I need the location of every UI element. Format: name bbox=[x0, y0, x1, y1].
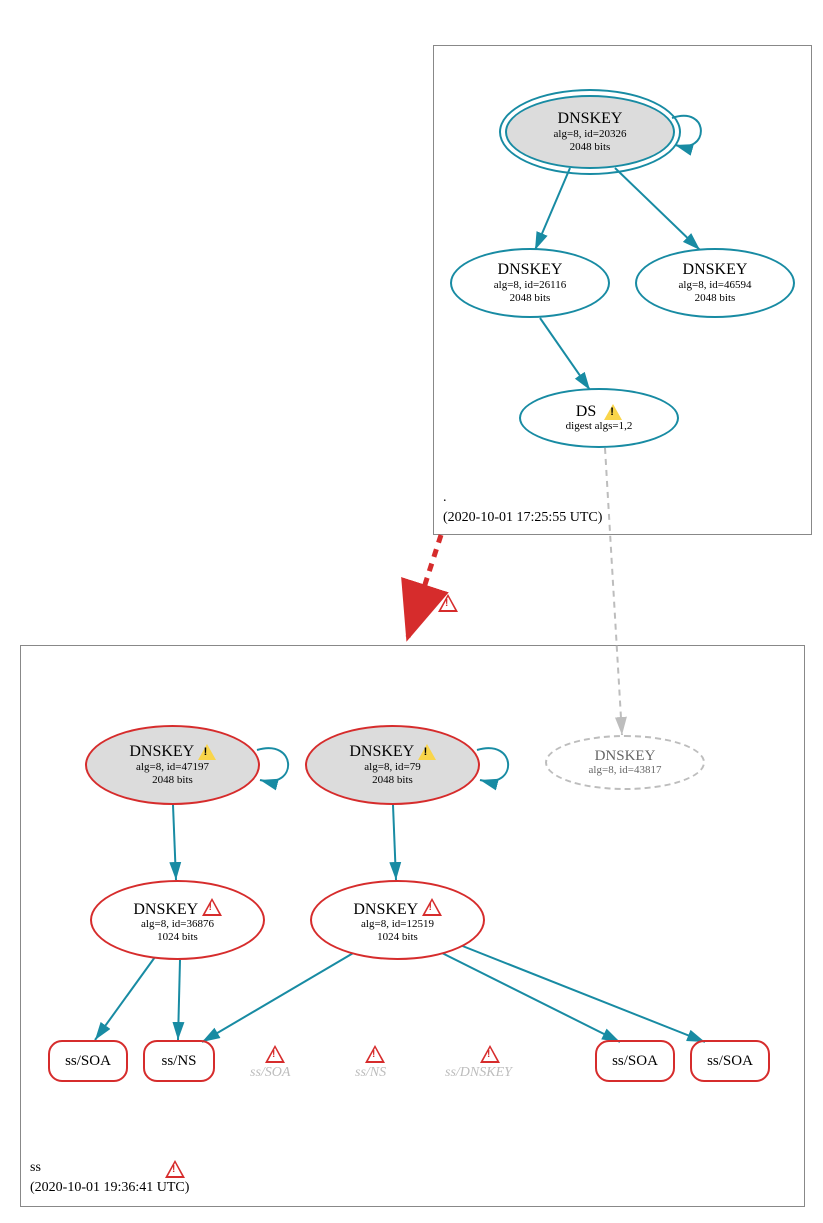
node-dnskey-46594: DNSKEY alg=8, id=46594 2048 bits bbox=[635, 248, 795, 318]
node-dnskey-43817-sub1: alg=8, id=43817 bbox=[589, 764, 662, 777]
node-ss-ns: ss/NS bbox=[143, 1040, 215, 1082]
node-ds: DS digest algs=1,2 bbox=[519, 388, 679, 448]
zone-ss-label: ss bbox=[30, 1160, 41, 1176]
node-dnskey-79-title: DNSKEY bbox=[349, 743, 435, 761]
ghost-ss-dnskey: ss/DNSKEY bbox=[445, 1065, 512, 1081]
warn-icon-red bbox=[265, 1045, 285, 1063]
node-dnskey-43817-title: DNSKEY bbox=[595, 748, 656, 765]
node-dnskey-47197-sub2: 2048 bits bbox=[152, 774, 193, 787]
node-ds-title-text: DS bbox=[576, 403, 596, 420]
node-dnskey-79-sub2: 2048 bits bbox=[372, 774, 413, 787]
node-dnskey-79-title-text: DNSKEY bbox=[349, 743, 413, 760]
node-dnskey-36876-sub1: alg=8, id=36876 bbox=[141, 918, 214, 931]
node-dnskey-46594-sub2: 2048 bits bbox=[695, 292, 736, 305]
node-dnskey-20326-title: DNSKEY bbox=[558, 110, 623, 128]
node-dnskey-26116-sub2: 2048 bits bbox=[510, 292, 551, 305]
node-dnskey-36876: DNSKEY alg=8, id=36876 1024 bits bbox=[90, 880, 265, 960]
warn-icon-red bbox=[202, 898, 222, 916]
zone-ss-timestamp: (2020-10-01 19:36:41 UTC) bbox=[30, 1180, 189, 1196]
node-ds-sub1: digest algs=1,2 bbox=[566, 420, 633, 433]
node-dnskey-20326-sub2: 2048 bits bbox=[570, 141, 611, 154]
ghost-ss-ns: ss/NS bbox=[355, 1065, 386, 1081]
warn-icon-yellow bbox=[198, 744, 216, 760]
warn-icon-red bbox=[422, 898, 442, 916]
ghost-ss-soa: ss/SOA bbox=[250, 1065, 290, 1081]
warn-icon-yellow bbox=[604, 404, 622, 420]
node-dnskey-36876-sub2: 1024 bits bbox=[157, 931, 198, 944]
warn-icon-red bbox=[165, 1160, 185, 1178]
zone-root-timestamp: (2020-10-01 17:25:55 UTC) bbox=[443, 510, 602, 526]
warn-icon-yellow bbox=[418, 744, 436, 760]
node-dnskey-12519-sub1: alg=8, id=12519 bbox=[361, 918, 434, 931]
node-dnskey-20326-sub1: alg=8, id=20326 bbox=[554, 128, 627, 141]
node-dnskey-12519-title-text: DNSKEY bbox=[353, 901, 417, 918]
node-dnskey-26116-sub1: alg=8, id=26116 bbox=[494, 279, 567, 292]
node-dnskey-12519-title: DNSKEY bbox=[353, 896, 441, 919]
node-dnskey-20326-inner: DNSKEY alg=8, id=20326 2048 bits bbox=[505, 95, 675, 169]
node-ds-title: DS bbox=[576, 403, 622, 421]
node-dnskey-26116: DNSKEY alg=8, id=26116 2048 bits bbox=[450, 248, 610, 318]
node-dnskey-46594-sub1: alg=8, id=46594 bbox=[679, 279, 752, 292]
node-dnskey-47197: DNSKEY alg=8, id=47197 2048 bits bbox=[85, 725, 260, 805]
node-dnskey-79: DNSKEY alg=8, id=79 2048 bits bbox=[305, 725, 480, 805]
node-ss-soa-1: ss/SOA bbox=[48, 1040, 128, 1082]
node-ss-soa-3: ss/SOA bbox=[690, 1040, 770, 1082]
node-dnskey-79-sub1: alg=8, id=79 bbox=[364, 761, 420, 774]
zone-root-dot: . bbox=[443, 490, 447, 506]
node-dnskey-43817: DNSKEY alg=8, id=43817 bbox=[545, 735, 705, 790]
node-ss-soa-2: ss/SOA bbox=[595, 1040, 675, 1082]
node-ss-soa-2-label: ss/SOA bbox=[612, 1053, 658, 1070]
node-ss-soa-3-label: ss/SOA bbox=[707, 1053, 753, 1070]
warn-icon-red bbox=[480, 1045, 500, 1063]
node-dnskey-47197-sub1: alg=8, id=47197 bbox=[136, 761, 209, 774]
node-dnskey-12519: DNSKEY alg=8, id=12519 1024 bits bbox=[310, 880, 485, 960]
node-dnskey-36876-title-text: DNSKEY bbox=[133, 901, 197, 918]
node-dnskey-26116-title: DNSKEY bbox=[498, 261, 563, 279]
node-dnskey-36876-title: DNSKEY bbox=[133, 896, 221, 919]
node-ss-ns-label: ss/NS bbox=[161, 1053, 196, 1070]
node-ss-soa-1-label: ss/SOA bbox=[65, 1053, 111, 1070]
node-dnskey-12519-sub2: 1024 bits bbox=[377, 931, 418, 944]
warn-icon-red bbox=[438, 594, 458, 612]
node-dnskey-47197-title-text: DNSKEY bbox=[129, 743, 193, 760]
warn-icon-red bbox=[365, 1045, 385, 1063]
node-dnskey-46594-title: DNSKEY bbox=[683, 261, 748, 279]
node-dnskey-47197-title: DNSKEY bbox=[129, 743, 215, 761]
